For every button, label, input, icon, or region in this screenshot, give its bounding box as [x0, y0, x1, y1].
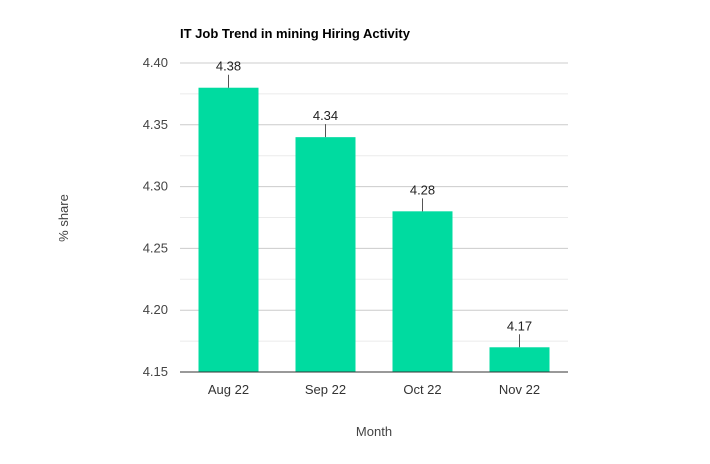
x-axis-label: Month — [356, 424, 392, 439]
x-tick-label: Nov 22 — [499, 382, 540, 397]
bar — [392, 211, 453, 372]
y-tick-label: 4.15 — [143, 364, 168, 379]
chart-title: IT Job Trend in mining Hiring Activity — [180, 26, 411, 41]
data-label: 4.17 — [507, 318, 532, 333]
y-tick-label: 4.30 — [143, 179, 168, 194]
x-tick-label: Oct 22 — [403, 382, 441, 397]
x-tick-label: Sep 22 — [305, 382, 346, 397]
y-tick-label: 4.40 — [143, 55, 168, 70]
y-axis-label: % share — [56, 194, 71, 242]
bar — [295, 137, 356, 372]
y-tick-label: 4.35 — [143, 117, 168, 132]
y-tick-label: 4.20 — [143, 302, 168, 317]
data-label: 4.34 — [313, 108, 338, 123]
data-label: 4.28 — [410, 182, 435, 197]
data-label: 4.38 — [216, 59, 241, 74]
x-tick-label: Aug 22 — [208, 382, 249, 397]
bar — [198, 87, 259, 372]
y-tick-label: 4.25 — [143, 240, 168, 255]
bar — [489, 347, 550, 372]
